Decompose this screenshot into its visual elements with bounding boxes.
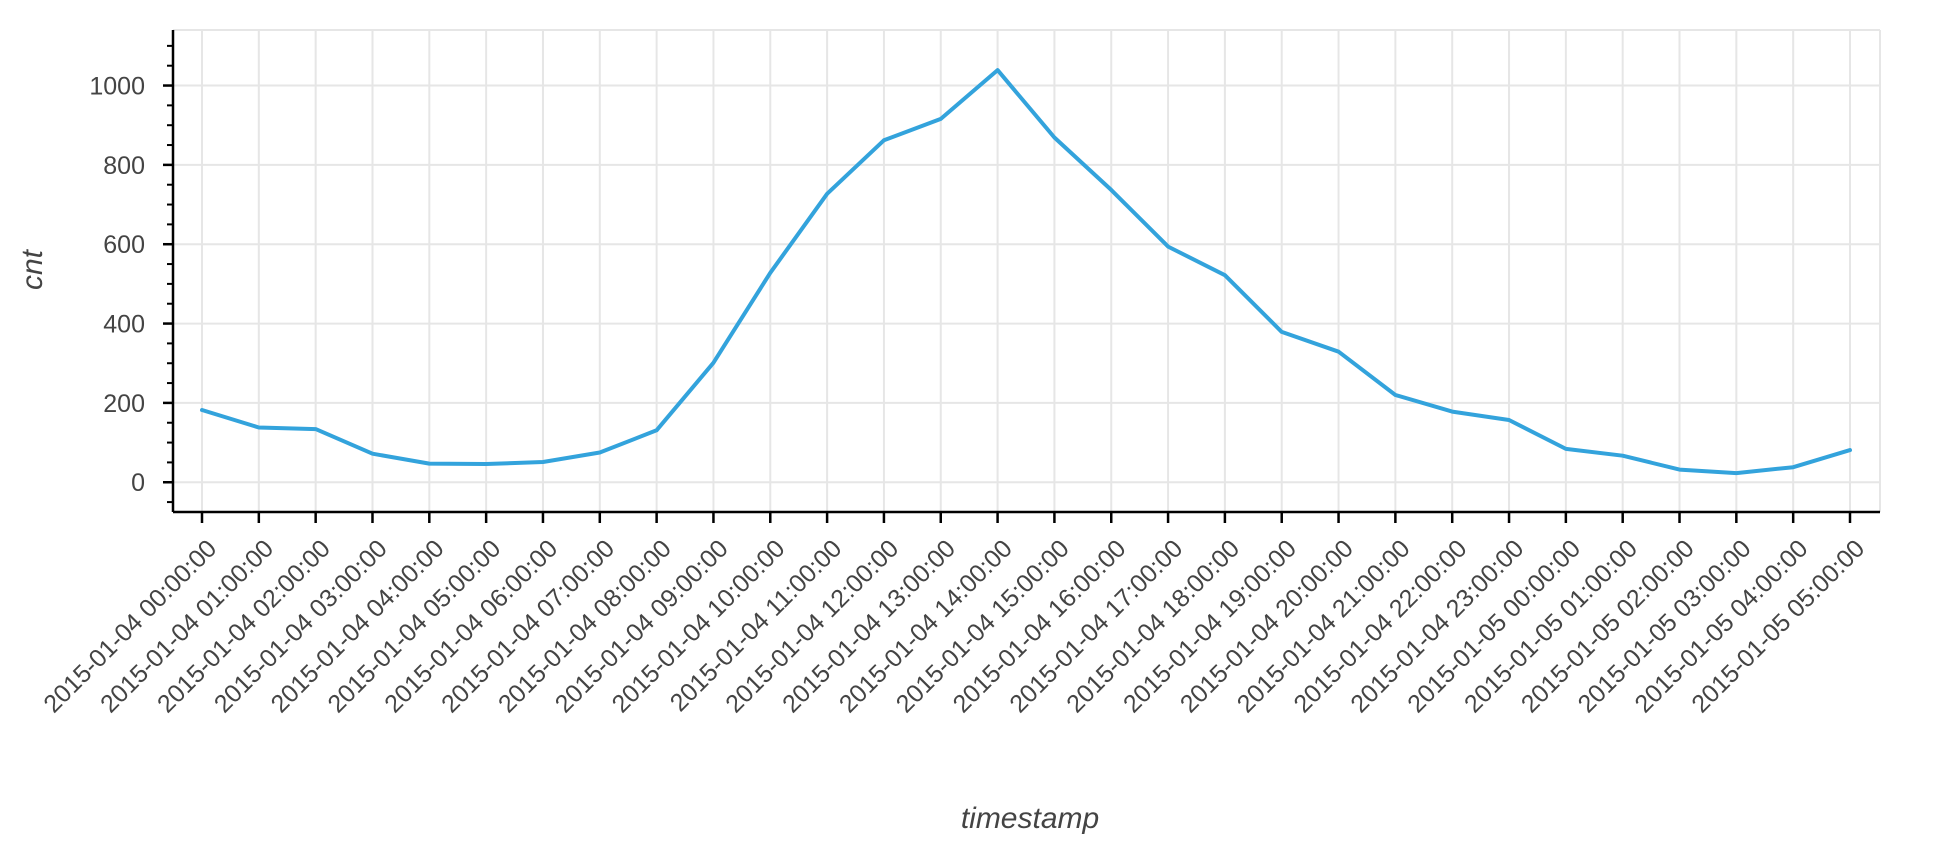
y-tick-label: 400 — [103, 311, 145, 339]
axes — [163, 30, 1880, 523]
series-layer — [200, 68, 1852, 476]
x-axis-title: timestamp — [961, 802, 1099, 835]
y-tick-label: 1000 — [89, 73, 145, 101]
y-tick-label: 0 — [131, 469, 145, 497]
y-tick-label: 800 — [103, 152, 145, 180]
series-line-0 — [200, 68, 1852, 476]
y-axis-title: cnt — [16, 248, 49, 290]
y-tick-label: 600 — [103, 231, 145, 259]
y-tick-label: 200 — [103, 390, 145, 418]
